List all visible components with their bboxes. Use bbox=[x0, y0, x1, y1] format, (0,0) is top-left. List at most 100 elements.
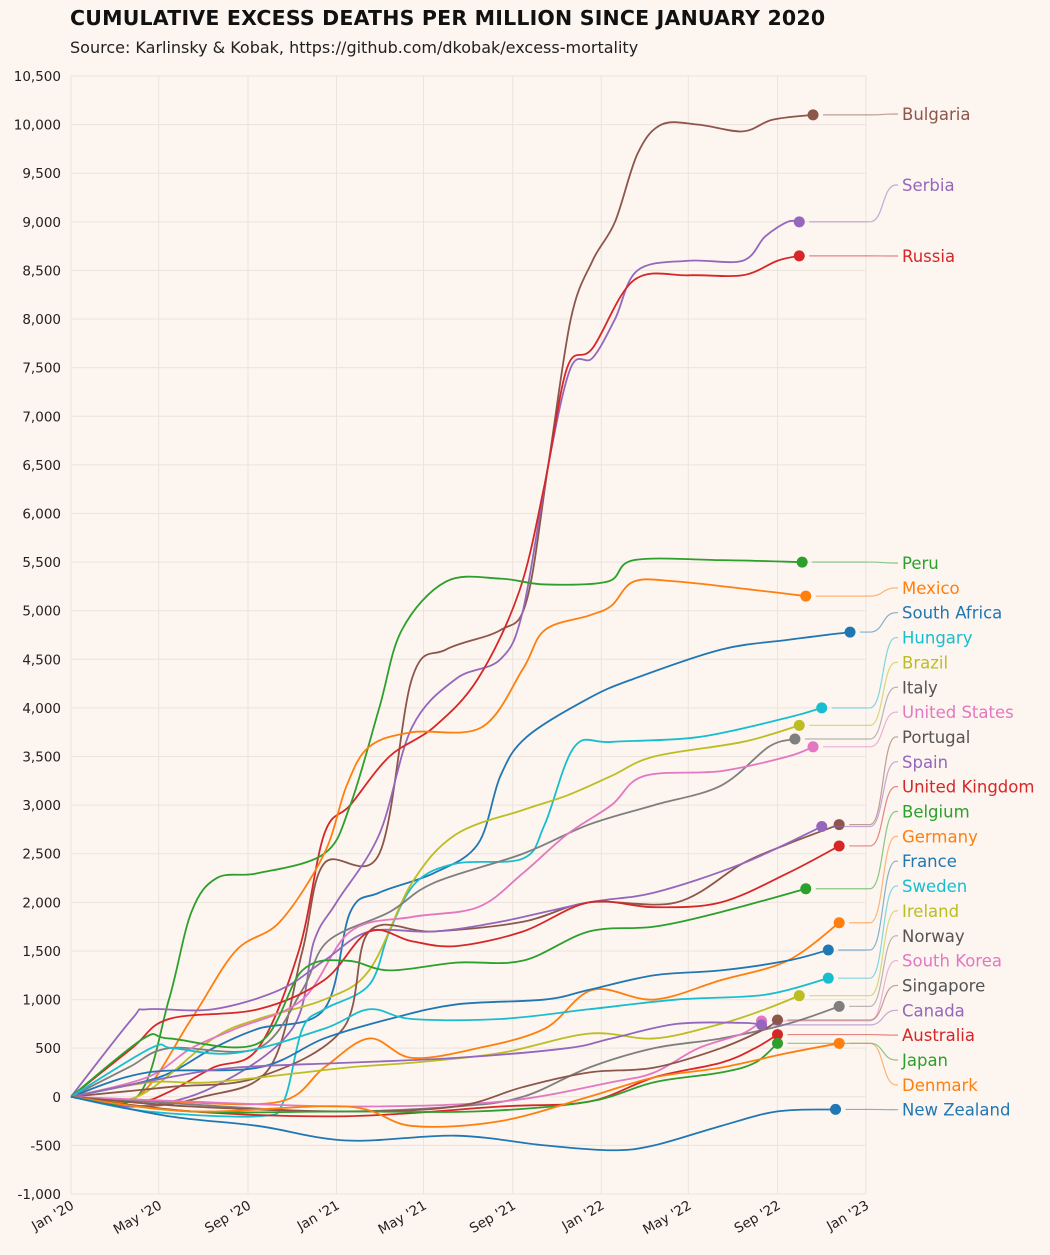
series-end-dot-denmark bbox=[833, 1037, 845, 1049]
y-tick-label: 500 bbox=[35, 1041, 61, 1057]
label-connector-belgium bbox=[815, 810, 898, 890]
x-tick-label: Sep '21 bbox=[467, 1198, 519, 1237]
series-label-hungary: Hungary bbox=[902, 629, 973, 648]
series-end-dot-hungary bbox=[816, 702, 828, 714]
series-end-dot-bulgaria bbox=[807, 109, 819, 121]
series-label-japan: Japan bbox=[901, 1051, 948, 1070]
series-end-dot-united-states bbox=[807, 741, 819, 753]
series-label-france: France bbox=[902, 852, 957, 871]
label-connector-australia bbox=[787, 1033, 898, 1036]
series-line-denmark bbox=[70, 1042, 840, 1128]
series-label-portugal: Portugal bbox=[902, 728, 970, 747]
label-connector-south-africa bbox=[860, 612, 898, 633]
series-end-dot-italy bbox=[789, 733, 801, 745]
series-end-dot-serbia bbox=[793, 216, 805, 228]
label-connector-peru bbox=[812, 561, 898, 564]
y-tick-label: 10,500 bbox=[14, 69, 61, 85]
x-tick-label: Jan '20 bbox=[28, 1198, 77, 1235]
series-end-dot-norway bbox=[833, 1000, 845, 1012]
label-connector-serbia bbox=[809, 184, 898, 223]
series-end-dot-singapore bbox=[772, 1014, 784, 1026]
y-tick-label: 6,000 bbox=[22, 506, 61, 522]
series-label-united-states: United States bbox=[902, 703, 1014, 722]
series-line-france bbox=[70, 949, 829, 1098]
series-label-denmark: Denmark bbox=[902, 1076, 978, 1095]
series-line-brazil bbox=[70, 724, 800, 1102]
label-connector-germany bbox=[849, 835, 898, 924]
y-tick-label: 8,000 bbox=[22, 312, 61, 328]
series-line-new-zealand bbox=[70, 1095, 836, 1152]
x-tick-label: May '21 bbox=[376, 1198, 430, 1238]
series-label-serbia: Serbia bbox=[902, 176, 955, 195]
series-end-dot-sweden bbox=[822, 972, 834, 984]
series-label-singapore: Singapore bbox=[902, 976, 985, 995]
y-tick-label: 9,500 bbox=[22, 166, 61, 182]
label-connector-canada bbox=[771, 1009, 898, 1026]
x-tick-label: Jan '23 bbox=[823, 1198, 872, 1235]
y-tick-label: 0 bbox=[52, 1090, 61, 1106]
series-label-south-africa: South Africa bbox=[902, 604, 1002, 623]
series-line-peru bbox=[70, 557, 803, 1105]
x-tick-label: Jan '21 bbox=[294, 1198, 343, 1235]
series-end-dot-new-zealand bbox=[830, 1103, 842, 1115]
series-line-hungary bbox=[70, 707, 822, 1118]
series-line-germany bbox=[70, 922, 840, 1106]
series-label-peru: Peru bbox=[902, 554, 939, 573]
series-end-dot-france bbox=[822, 944, 834, 956]
series-line-italy bbox=[70, 738, 796, 1098]
y-tick-label: 8,500 bbox=[22, 263, 61, 279]
label-connector-spain bbox=[831, 761, 898, 828]
series-label-bulgaria: Bulgaria bbox=[902, 105, 970, 124]
series-label-spain: Spain bbox=[902, 753, 948, 772]
series-line-singapore bbox=[70, 1019, 779, 1113]
series-end-dot-brazil bbox=[793, 719, 805, 731]
series-line-russia bbox=[70, 254, 800, 1103]
y-tick-label: 1,500 bbox=[22, 944, 61, 960]
series-line-united-states bbox=[70, 745, 814, 1098]
y-tick-label: 7,000 bbox=[22, 409, 61, 425]
label-connector-france bbox=[838, 860, 898, 951]
series-end-dot-russia bbox=[793, 250, 805, 262]
label-connector-brazil bbox=[809, 661, 898, 727]
y-tick-label: 5,000 bbox=[22, 604, 61, 620]
y-tick-label: 3,000 bbox=[22, 798, 61, 814]
y-tick-label: 7,500 bbox=[22, 361, 61, 377]
series-end-dot-japan bbox=[772, 1037, 784, 1049]
series-label-belgium: Belgium bbox=[902, 803, 970, 822]
series-label-new-zealand: New Zealand bbox=[902, 1101, 1010, 1120]
series-label-sweden: Sweden bbox=[902, 877, 967, 896]
label-connector-bulgaria bbox=[823, 113, 898, 116]
x-tick-label: Jan '22 bbox=[559, 1198, 608, 1235]
y-tick-label: 4,500 bbox=[22, 652, 61, 668]
label-connector-united-states bbox=[823, 711, 898, 748]
series-end-dot-australia bbox=[772, 1029, 784, 1041]
label-connector-norway bbox=[849, 935, 898, 1007]
series-end-dot-ireland bbox=[793, 990, 805, 1002]
y-tick-label: 2,500 bbox=[22, 847, 61, 863]
y-tick-label: 2,000 bbox=[22, 895, 61, 911]
series-line-bulgaria bbox=[70, 113, 814, 1108]
y-tick-label: -500 bbox=[30, 1138, 61, 1154]
y-tick-label: 9,000 bbox=[22, 215, 61, 231]
series-line-belgium bbox=[70, 887, 807, 1098]
series-label-canada: Canada bbox=[902, 1001, 965, 1020]
label-connector-united-kingdom bbox=[849, 786, 898, 847]
series-line-serbia bbox=[70, 219, 800, 1108]
series-end-dot-mexico bbox=[800, 590, 812, 602]
chart-subtitle: Source: Karlinsky & Kobak, https://githu… bbox=[70, 38, 639, 57]
y-tick-label: 1,000 bbox=[22, 993, 61, 1009]
label-connector-italy bbox=[804, 686, 898, 740]
series-label-russia: Russia bbox=[902, 247, 955, 266]
series-end-dot-spain bbox=[816, 821, 828, 833]
series-line-south-korea bbox=[70, 1020, 763, 1108]
series-end-dot-portugal bbox=[833, 819, 845, 831]
series-end-dot-united-kingdom bbox=[833, 840, 845, 852]
series-end-dot-germany bbox=[833, 917, 845, 929]
series-label-brazil: Brazil bbox=[902, 653, 948, 672]
y-tick-label: 5,500 bbox=[22, 555, 61, 571]
chart-title: CUMULATIVE EXCESS DEATHS PER MILLION SIN… bbox=[70, 6, 826, 30]
y-tick-label: 3,500 bbox=[22, 750, 61, 766]
label-connector-mexico bbox=[815, 587, 898, 597]
